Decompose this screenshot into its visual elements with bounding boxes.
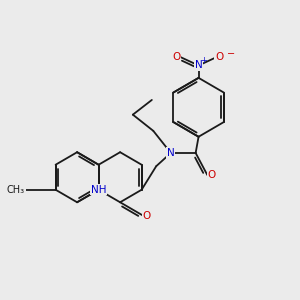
Text: N: N [167, 148, 175, 158]
Text: O: O [142, 211, 151, 220]
Text: N: N [195, 61, 203, 70]
Text: NH: NH [91, 185, 106, 195]
Text: O: O [215, 52, 223, 62]
Text: O: O [208, 170, 216, 180]
Text: CH₃: CH₃ [7, 185, 25, 195]
Text: −: − [226, 49, 235, 59]
Text: O: O [172, 52, 180, 62]
Text: +: + [200, 56, 207, 65]
